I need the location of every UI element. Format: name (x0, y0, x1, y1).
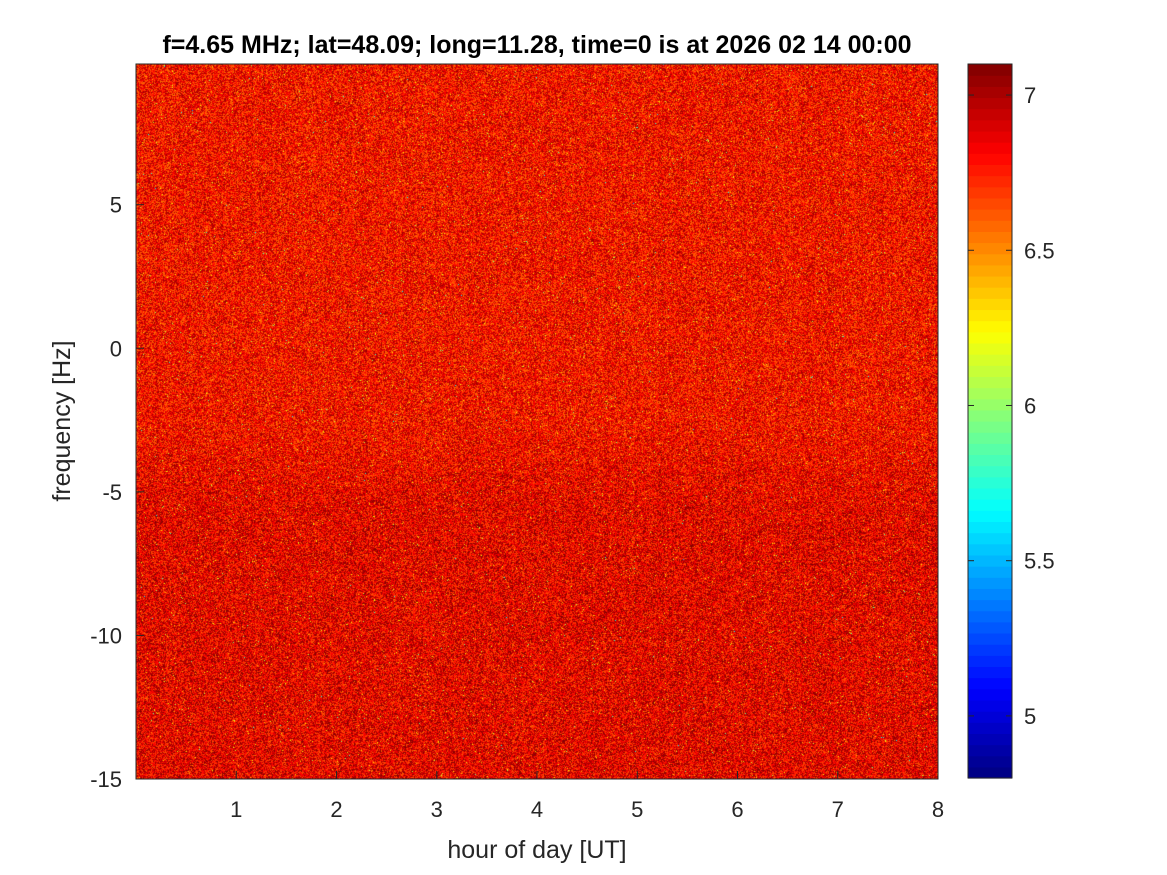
colorbar-band (968, 677, 1012, 690)
colorbar-band (968, 153, 1012, 166)
colorbar-band (968, 454, 1012, 467)
colorbar-band (968, 320, 1012, 333)
colorbar-band (968, 510, 1012, 523)
y-tick-label: 0 (110, 336, 122, 361)
colorbar-band (968, 142, 1012, 154)
colorbar-band (968, 499, 1012, 511)
colorbar-band (968, 376, 1012, 389)
colorbar-band (968, 487, 1012, 500)
colorbar-band (968, 275, 1012, 288)
x-axis: 1 2 3 4 5 6 7 8 (230, 771, 944, 822)
colorbar-band (968, 409, 1012, 422)
colorbar-band (968, 443, 1012, 456)
colorbar-band (968, 64, 1012, 76)
colorbar-band (968, 220, 1012, 232)
colorbar-band (968, 599, 1012, 612)
colorbar-band (968, 86, 1012, 99)
colorbar-band (968, 610, 1012, 623)
colorbar-tick-label: 6 (1024, 393, 1036, 418)
x-tick-label: 6 (731, 797, 743, 822)
colorbar-band (968, 644, 1012, 656)
colorbar-band (968, 108, 1012, 121)
colorbar-band (968, 130, 1012, 143)
colorbar-band (968, 711, 1012, 723)
colorbar-ticks: 5 5.5 6 6.5 7 (968, 83, 1055, 729)
y-tick-label: 5 (110, 193, 122, 218)
colorbar-band (968, 688, 1012, 701)
colorbar-band (968, 209, 1012, 221)
colorbar-band (968, 231, 1012, 244)
x-tick-label: 3 (431, 797, 443, 822)
y-tick-label: -15 (90, 767, 122, 792)
colorbar-band (968, 242, 1012, 255)
colorbar-band (968, 164, 1012, 177)
colorbar-band (968, 532, 1012, 545)
colorbar-band (968, 766, 1012, 779)
x-axis-label: hour of day [UT] (447, 836, 626, 864)
y-axis-label: frequency [Hz] (48, 340, 76, 501)
colorbar-band (968, 744, 1012, 757)
colorbar-band (968, 354, 1012, 366)
colorbar-band (968, 432, 1012, 444)
colorbar-band (968, 566, 1012, 578)
colorbar-band (968, 97, 1012, 110)
x-tick-label: 2 (330, 797, 342, 822)
colorbar-band (968, 253, 1012, 266)
x-tick-label: 8 (932, 797, 944, 822)
colorbar-band (968, 365, 1012, 377)
colorbar-band (968, 175, 1012, 188)
colorbar-band (968, 666, 1012, 679)
plot-area (135, 63, 939, 780)
y-tick-label: -10 (90, 623, 122, 648)
colorbar-band (968, 264, 1012, 277)
colorbar-gradient (968, 64, 1012, 779)
colorbar: 5 5.5 6 6.5 7 (967, 63, 1055, 779)
colorbar-band (968, 421, 1012, 433)
colorbar-band (968, 733, 1012, 746)
colorbar-band (968, 699, 1012, 712)
x-tick-label: 4 (531, 797, 543, 822)
colorbar-band (968, 521, 1012, 534)
colorbar-band (968, 186, 1012, 199)
colorbar-band (968, 554, 1012, 567)
colorbar-band (968, 309, 1012, 322)
colorbar-frame (967, 63, 1013, 779)
colorbar-band (968, 398, 1012, 411)
y-axis: -15 -10 -5 0 5 (90, 193, 144, 792)
colorbar-band (968, 655, 1012, 668)
x-tick-label: 1 (230, 797, 242, 822)
colorbar-band (968, 465, 1012, 478)
colorbar-band (968, 287, 1012, 299)
colorbar-band (968, 342, 1012, 355)
y-tick-label: -5 (102, 480, 122, 505)
colorbar-band (968, 588, 1012, 601)
colorbar-tick-label: 7 (1024, 83, 1036, 108)
colorbar-band (968, 476, 1012, 489)
colorbar-tick-label: 5 (1024, 704, 1036, 729)
heatmap-image (136, 64, 938, 779)
colorbar-band (968, 577, 1012, 589)
colorbar-band (968, 331, 1012, 344)
colorbar-band (968, 755, 1012, 768)
colorbar-band (968, 621, 1012, 634)
colorbar-tick-label: 5.5 (1024, 549, 1055, 574)
colorbar-band (968, 298, 1012, 311)
colorbar-band (968, 387, 1012, 400)
colorbar-band (968, 75, 1012, 87)
colorbar-band (968, 543, 1012, 556)
colorbar-band (968, 632, 1012, 645)
chart-title: f=4.65 MHz; lat=48.09; long=11.28, time=… (162, 31, 911, 59)
colorbar-band (968, 722, 1012, 734)
x-tick-label: 5 (631, 797, 643, 822)
colorbar-band (968, 197, 1012, 210)
colorbar-tick-label: 6.5 (1024, 238, 1055, 263)
x-tick-label: 7 (832, 797, 844, 822)
colorbar-band (968, 119, 1012, 132)
